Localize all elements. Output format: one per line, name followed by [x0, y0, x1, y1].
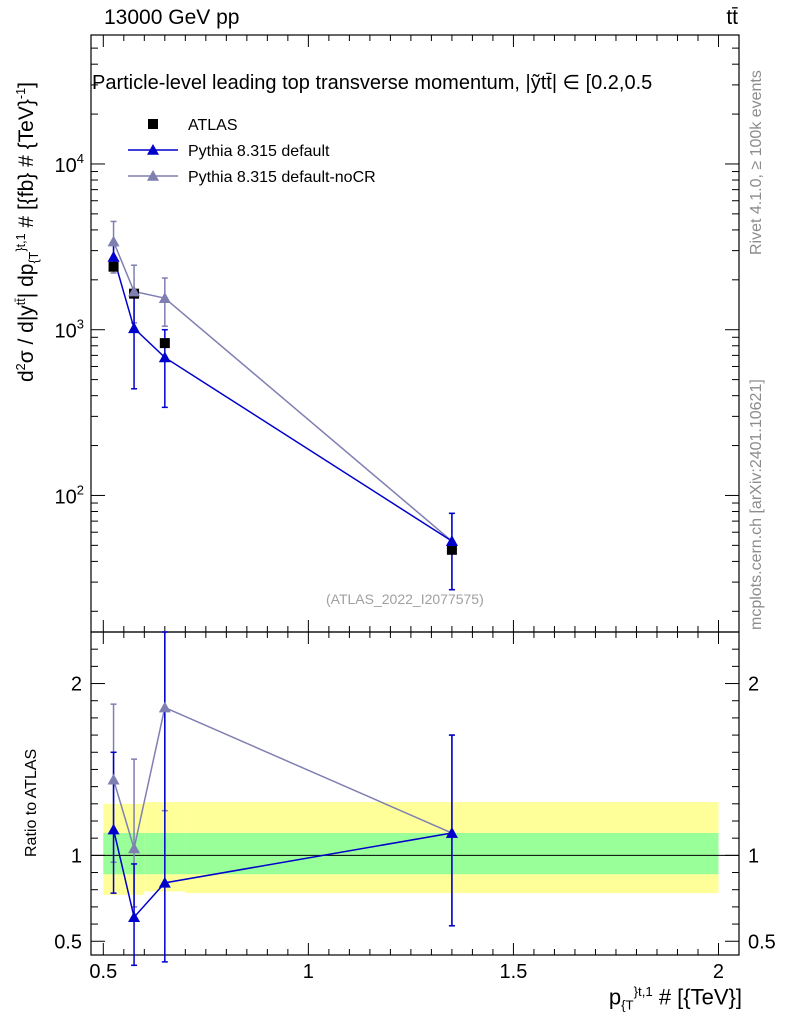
- ratio-tick-label-left: 1: [71, 845, 82, 867]
- ratio-tick-label-right: 0.5: [748, 931, 776, 953]
- x-tick-label: 2: [713, 961, 724, 983]
- pythia-nocr-ratio-marker: [107, 773, 120, 785]
- analysis-watermark: (ATLAS_2022_I2077575): [326, 591, 484, 607]
- pythia-nocr-ratio-marker: [158, 701, 171, 713]
- pythia-default-line: [112, 256, 453, 542]
- legend-triangle: [147, 170, 159, 181]
- ratio-tick-label-left: 0.5: [54, 931, 82, 953]
- y-tick-label: 102: [55, 482, 84, 508]
- pythia-nocr-marker: [107, 235, 120, 247]
- process-label: tt̄: [726, 6, 738, 29]
- pythia-default-ratio-line: [112, 829, 453, 919]
- energy-label: 13000 GeV pp: [104, 6, 240, 29]
- x-axis-label: p{T}t,1 # [{TeV}]: [608, 984, 742, 1013]
- pythia-default-marker: [107, 250, 120, 262]
- legend-label: Pythia 8.315 default-noCR: [188, 169, 376, 186]
- x-tick-label: 1.5: [500, 961, 528, 983]
- pythia-default-ratio-marker: [158, 876, 171, 888]
- x-tick-label: 0.5: [89, 961, 117, 983]
- pythia-default-ratio-marker: [107, 823, 120, 835]
- pythia-nocr-ratio-line: [112, 706, 453, 849]
- atlas-data-point: [159, 338, 170, 349]
- legend-atlas-marker: [148, 119, 158, 129]
- ratio-tick-label-left: 2: [71, 674, 82, 696]
- y-tick-label: 103: [55, 317, 84, 343]
- x-tick-label: 1: [303, 961, 314, 983]
- legend-label: Pythia 8.315 default: [188, 143, 330, 160]
- pythia-nocr-marker: [128, 285, 141, 297]
- pythia-nocr-ratio-marker: [128, 842, 141, 854]
- pythia-default-marker: [128, 322, 141, 334]
- ratio-frame: [90, 631, 740, 956]
- y-tick-label: 104: [55, 151, 84, 177]
- atlas-data-point: [446, 544, 457, 555]
- atlas-data-point: [108, 261, 119, 272]
- pythia-default-marker: [158, 351, 171, 363]
- pythia-default-marker: [445, 535, 458, 546]
- ratio-tick-label-right: 2: [748, 674, 759, 696]
- pythia-nocr-marker: [158, 292, 171, 303]
- pythia-default-ratio-marker: [445, 827, 458, 838]
- pythia-default-ratio-marker: [128, 911, 141, 923]
- pythia-nocr-line: [112, 241, 453, 542]
- ratio-tick-label-right: 1: [748, 845, 759, 867]
- legend-label: ATLAS: [188, 117, 238, 134]
- plot-title: Particle-level leading top transverse mo…: [92, 72, 653, 94]
- legend-triangle: [147, 144, 159, 155]
